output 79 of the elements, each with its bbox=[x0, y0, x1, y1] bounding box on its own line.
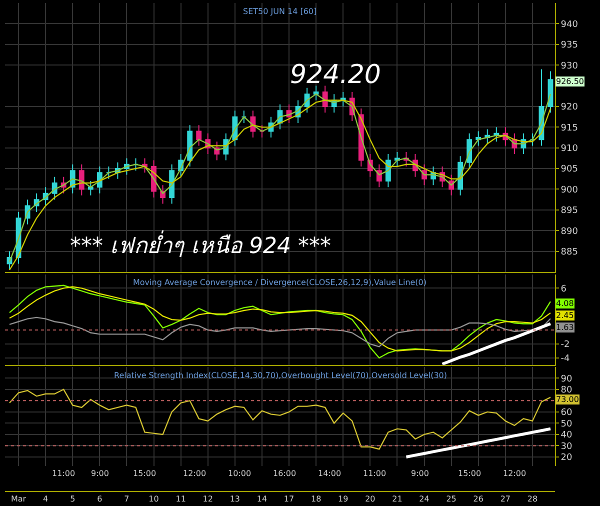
line-series bbox=[8, 388, 552, 450]
text: 14:00 bbox=[318, 469, 342, 478]
text: 12:00 bbox=[503, 469, 526, 478]
y-tick-label: 915 bbox=[560, 123, 578, 134]
x-tick-label: 28 bbox=[527, 494, 538, 504]
x-tick-label: 12 bbox=[202, 494, 213, 504]
y-tick-label: 60 bbox=[560, 408, 573, 418]
y-tick-label: 80 bbox=[560, 386, 573, 396]
x-tick-label: 7 bbox=[124, 494, 130, 504]
x-tick-label: 6 bbox=[97, 494, 102, 504]
y-tick-label: 900 bbox=[560, 185, 578, 196]
y-tick-label: 30 bbox=[560, 442, 573, 452]
x-tick-label: 21 bbox=[392, 494, 402, 504]
x-tick-label: 20 bbox=[365, 494, 376, 504]
x-tick-label: 13 bbox=[230, 494, 240, 504]
x-tick-label: 25 bbox=[446, 494, 456, 504]
candlestick bbox=[313, 85, 319, 101]
text: 11:00 bbox=[363, 469, 386, 478]
y-tick-label: 6 bbox=[560, 284, 567, 294]
candlestick bbox=[187, 124, 193, 167]
x-tick-label: 19 bbox=[338, 494, 348, 504]
y-tick-label: -4 bbox=[560, 354, 570, 364]
text: 9:00 bbox=[411, 469, 429, 478]
text: 2.45 bbox=[556, 311, 574, 320]
line-series bbox=[8, 316, 552, 348]
y-tick-label: 885 bbox=[560, 247, 578, 258]
text: Relative Strength Index(CLOSE,14,30,70),Overbought Level(70),Oversold Level(30) bbox=[114, 371, 447, 380]
text: 73.00 bbox=[556, 395, 579, 404]
x-tick-label: 4 bbox=[43, 494, 48, 504]
annotation: *** เฟกย่ำๆ เหนือ 924 *** bbox=[70, 230, 331, 259]
x-tick-label: 26 bbox=[473, 494, 484, 504]
y-tick-label: 40 bbox=[560, 430, 573, 441]
candlestick bbox=[494, 126, 500, 142]
candlestick bbox=[394, 151, 400, 167]
text: 15:00 bbox=[458, 469, 482, 478]
x-tick-label: 18 bbox=[310, 494, 322, 504]
text: 12:00 bbox=[183, 469, 206, 478]
y-tick-label: 940 bbox=[560, 20, 578, 30]
y-tick-label: 20 bbox=[560, 453, 573, 464]
y-tick-label: 935 bbox=[560, 40, 578, 51]
y-tick-label: 50 bbox=[560, 419, 573, 430]
x-tick-label: 24 bbox=[419, 494, 430, 504]
text: 10:00 bbox=[228, 469, 252, 478]
y-tick-label: 895 bbox=[560, 206, 578, 216]
text: SET50 JUN 14 [60] bbox=[243, 7, 317, 16]
candlestick bbox=[241, 110, 247, 124]
x-tick-label: 14 bbox=[256, 494, 268, 504]
x-tick-label: 5 bbox=[70, 494, 76, 504]
annotation: 924.20 bbox=[290, 60, 381, 90]
x-tick-label: 27 bbox=[500, 494, 511, 504]
candlestick bbox=[169, 164, 175, 204]
text: 9:00 bbox=[91, 469, 109, 478]
text: 1.63 bbox=[556, 323, 574, 332]
x-tick-label: 10 bbox=[148, 494, 159, 504]
y-tick-label: 920 bbox=[560, 102, 578, 113]
y-tick-label: 90 bbox=[560, 374, 573, 384]
line-series bbox=[404, 427, 552, 459]
line-series bbox=[440, 322, 552, 365]
text: 15:00 bbox=[133, 469, 156, 478]
y-tick-label: -2 bbox=[560, 340, 570, 350]
text: Moving Average Convergence / Divergence(CLOSE,26,12,9),Value Line(0) bbox=[133, 278, 427, 287]
candlestick bbox=[88, 180, 94, 196]
candlestick bbox=[196, 124, 202, 146]
text: 16:00 bbox=[273, 469, 296, 478]
x-tick-label: 17 bbox=[284, 494, 294, 504]
y-tick-label: 890 bbox=[560, 226, 578, 237]
candlestick bbox=[484, 128, 490, 144]
y-tick-label: 930 bbox=[560, 61, 578, 72]
text: 4.08 bbox=[556, 299, 574, 308]
text: 11:00 bbox=[52, 469, 76, 478]
x-tick-label: 11 bbox=[176, 494, 186, 504]
candlestick bbox=[142, 158, 148, 174]
candlestick bbox=[259, 124, 265, 138]
x-tick-label: Mar bbox=[10, 494, 27, 504]
y-tick-label: 910 bbox=[560, 144, 578, 154]
candlestick bbox=[304, 87, 310, 114]
y-tick-label: 905 bbox=[560, 164, 578, 175]
candlestick bbox=[476, 130, 482, 146]
text: 926.50 bbox=[556, 77, 584, 86]
